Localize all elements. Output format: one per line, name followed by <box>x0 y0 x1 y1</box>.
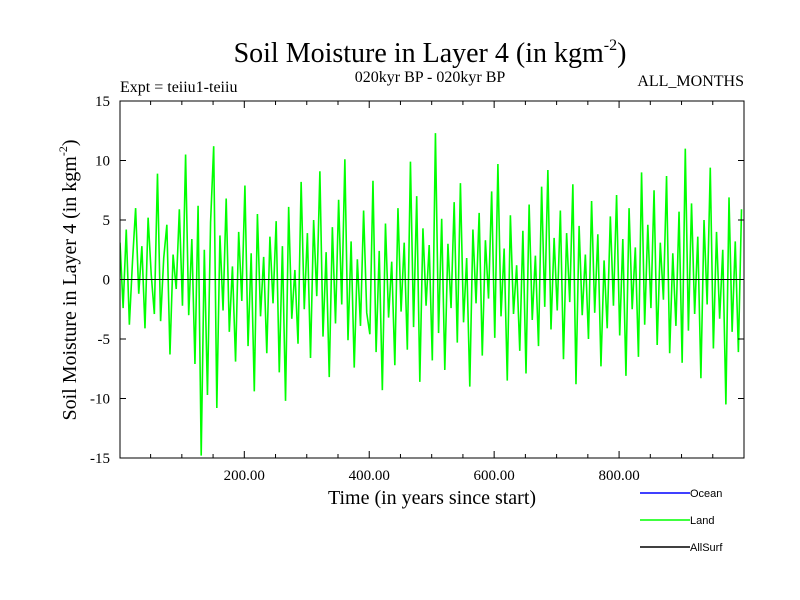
legend-label-land: Land <box>690 515 714 527</box>
y-tick-label: -10 <box>90 392 110 408</box>
y-tick-label: -5 <box>98 332 111 348</box>
y-axis-label-end: ) <box>59 139 81 146</box>
y-tick-label: 15 <box>95 94 110 110</box>
x-tick-label: 200.00 <box>224 468 265 484</box>
legend-label-ocean: Ocean <box>690 488 722 500</box>
y-tick-label: -15 <box>90 451 110 467</box>
y-axis-label: Soil Moisture in Layer 4 (in kgm-2) <box>56 139 81 420</box>
y-axis: -15 -10 -5 0 5 10 15 <box>90 94 744 467</box>
y-tick-label: 5 <box>103 213 111 229</box>
chart-title-superscript: -2 <box>604 37 617 54</box>
legend-label-allsurf: AllSurf <box>690 542 723 554</box>
chart-title: Soil Moisture in Layer 4 (in kgm-2) <box>234 37 627 69</box>
x-axis-label: Time (in years since start) <box>328 487 536 509</box>
subtitle-right: ALL_MONTHS <box>637 73 744 90</box>
chart-title-end: ) <box>617 38 626 69</box>
y-tick-label: 10 <box>95 154 110 170</box>
x-tick-label: 800.00 <box>598 468 639 484</box>
y-axis-label-superscript: -2 <box>56 146 70 156</box>
x-tick-label: 400.00 <box>349 468 390 484</box>
series-line-land <box>120 133 743 456</box>
legend: Ocean Land AllSurf <box>640 488 723 554</box>
subtitle-center: 020kyr BP - 020kyr BP <box>355 69 506 86</box>
y-tick-label: 0 <box>103 273 111 289</box>
x-tick-label: 600.00 <box>474 468 515 484</box>
subtitle-left: Expt = teiiu1-teiiu <box>120 79 237 96</box>
x-axis: 200.00 400.00 600.00 800.00 <box>150 101 714 484</box>
